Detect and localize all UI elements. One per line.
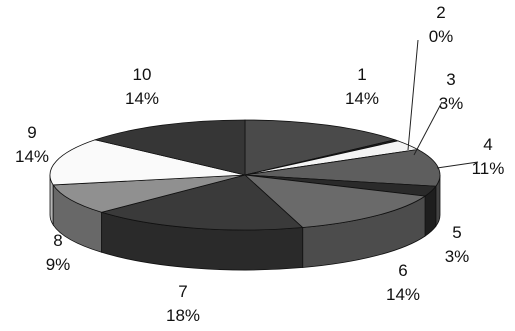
slice-name-label: 5 — [452, 223, 461, 242]
slice-name-label: 1 — [357, 65, 366, 84]
slice-8 — [52, 174, 246, 213]
slice-name-label: 2 — [436, 3, 445, 22]
leader-line-3 — [413, 101, 443, 156]
slice-percent-label: 9% — [46, 255, 71, 274]
slice-9 — [49, 139, 246, 186]
leader-line-4 — [436, 161, 479, 169]
slice-percent-label: 18% — [166, 306, 200, 325]
slice-percent-label: 11% — [472, 159, 505, 178]
slice-name-label: 6 — [398, 261, 407, 280]
slice-percent-label: 14% — [386, 285, 420, 304]
slice-6 — [243, 174, 427, 228]
slice-name-label: 7 — [178, 282, 187, 301]
slice-percent-label: 14% — [125, 89, 159, 108]
slice-name-label: 9 — [27, 123, 36, 142]
slice-name-label: 4 — [483, 135, 492, 154]
slice-percent-label: 14% — [15, 147, 49, 166]
slice-1 — [244, 119, 397, 176]
leader-lines — [407, 39, 479, 169]
slice-7 — [100, 174, 304, 231]
leader-line-2 — [407, 39, 419, 151]
slice-name-label: 10 — [133, 65, 152, 84]
slice-10 — [93, 119, 246, 176]
slice-labels: 1 14% 2 0% 3 3% 4 11% 5 3% 6 14% 7 18% 8 9% 9 14% 10 14% — [15, 3, 504, 325]
slice-percent-label: 3% — [439, 94, 464, 113]
slice-percent-label: 3% — [445, 247, 470, 266]
slice-percent-label: 0% — [429, 27, 454, 46]
pie-sides — [49, 174, 441, 271]
pie-top — [49, 119, 441, 231]
slice-name-label: 3 — [446, 70, 455, 89]
slice-percent-label: 14% — [345, 89, 379, 108]
slice-name-label: 8 — [53, 231, 62, 250]
